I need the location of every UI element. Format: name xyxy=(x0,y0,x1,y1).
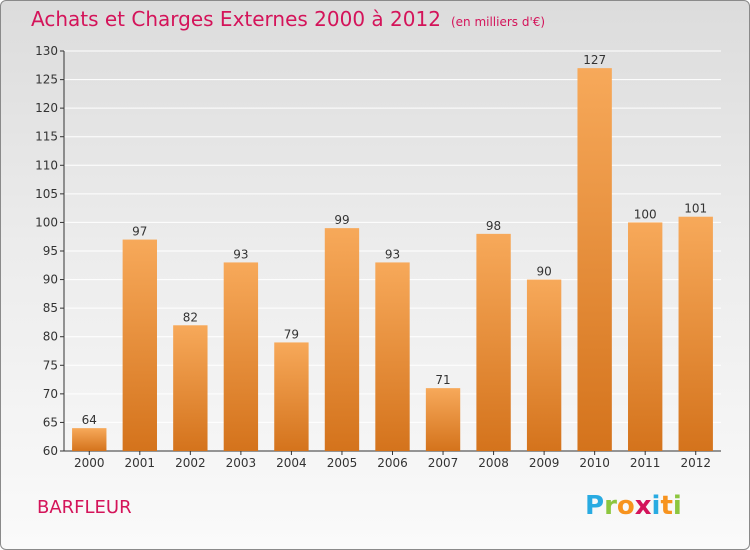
data-label-2011: 100 xyxy=(634,207,657,221)
data-label-2007: 71 xyxy=(435,373,450,387)
y-tick-label: 100 xyxy=(35,215,58,229)
data-label-2012: 101 xyxy=(684,202,707,216)
x-tick-label-2000: 2000 xyxy=(74,456,105,470)
data-label-2005: 99 xyxy=(334,213,349,227)
logo-letter: t xyxy=(660,491,673,521)
bar-2009 xyxy=(526,279,562,451)
x-tick-label-2006: 2006 xyxy=(377,456,408,470)
y-tick-label: 60 xyxy=(43,444,58,458)
y-tick-label: 85 xyxy=(43,301,58,315)
chart-title-main: Achats et Charges Externes 2000 à 2012 xyxy=(31,7,441,31)
logo-letter: i xyxy=(672,491,682,521)
x-tick-label-2004: 2004 xyxy=(276,456,307,470)
y-tick-label: 70 xyxy=(43,387,58,401)
logo-letter: o xyxy=(616,491,635,521)
logo-letter: x xyxy=(634,491,652,521)
y-tick-label: 105 xyxy=(35,187,58,201)
y-tick-label: 80 xyxy=(43,330,58,344)
bar-2006 xyxy=(375,262,410,451)
y-tick-label: 110 xyxy=(35,158,58,172)
bar-2003 xyxy=(223,262,259,451)
bar-2000 xyxy=(72,428,107,451)
y-tick-label: 90 xyxy=(43,273,58,287)
chart-title: Achats et Charges Externes 2000 à 2012 (e… xyxy=(31,7,545,31)
bar-2001 xyxy=(122,239,157,451)
x-tick-label-2008: 2008 xyxy=(478,456,509,470)
data-label-2006: 93 xyxy=(385,247,400,261)
logo-letter: i xyxy=(651,491,661,521)
data-label-2010: 127 xyxy=(583,53,606,67)
x-tick-label-2005: 2005 xyxy=(327,456,358,470)
data-label-2004: 79 xyxy=(284,327,299,341)
bars: 64 97 82 93 79 99 93 71 98 90 127 100 101 xyxy=(72,53,713,452)
bar-2010 xyxy=(577,68,612,452)
x-tick-label-2002: 2002 xyxy=(175,456,206,470)
logo-letter: P xyxy=(585,491,605,521)
x-tick-label-2010: 2010 xyxy=(579,456,610,470)
commune-name: BARFLEUR xyxy=(37,497,132,518)
bar-2002 xyxy=(173,325,208,451)
x-tick-label-2003: 2003 xyxy=(226,456,257,470)
data-label-2000: 64 xyxy=(82,413,97,427)
bar-2012 xyxy=(678,216,713,451)
proxiti-logo: Proxiti xyxy=(585,491,682,521)
y-tick-label: 65 xyxy=(43,415,58,429)
data-label-2002: 82 xyxy=(183,310,198,324)
y-tick-label: 125 xyxy=(35,73,58,87)
bar-2005 xyxy=(324,228,360,451)
bar-2008 xyxy=(476,233,511,451)
y-tick-label: 75 xyxy=(43,358,58,372)
bar-2007 xyxy=(425,388,461,451)
data-label-2008: 98 xyxy=(486,219,501,233)
x-tick-label-2007: 2007 xyxy=(428,456,459,470)
x-tick-label-2001: 2001 xyxy=(125,456,156,470)
data-label-2009: 90 xyxy=(536,265,551,279)
x-tick-label-2009: 2009 xyxy=(529,456,560,470)
x-tick-label-2011: 2011 xyxy=(630,456,661,470)
bar-2011 xyxy=(628,222,663,451)
data-label-2001: 97 xyxy=(132,225,147,239)
bar-2004 xyxy=(274,342,309,451)
y-tick-label: 120 xyxy=(35,101,58,115)
y-tick-label: 130 xyxy=(35,44,58,58)
data-label-2003: 93 xyxy=(233,247,248,261)
y-tick-label: 95 xyxy=(43,244,58,258)
y-tick-label: 115 xyxy=(35,130,58,144)
chart-title-unit: (en milliers d'€) xyxy=(450,15,546,29)
x-tick-label-2012: 2012 xyxy=(680,456,711,470)
logo-letter: r xyxy=(604,491,617,521)
